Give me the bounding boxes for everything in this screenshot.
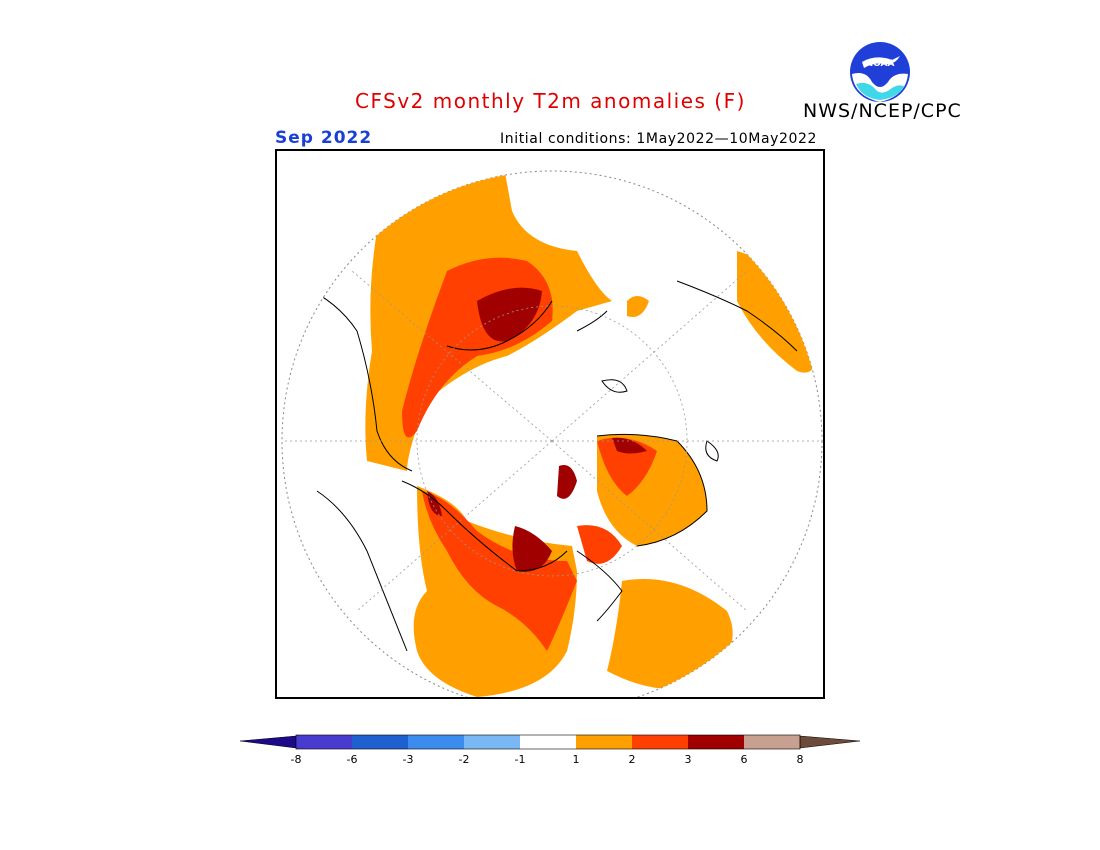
anomaly-1-2 (365, 171, 818, 697)
map-title: CFSv2 monthly T2m anomalies (F) (355, 89, 746, 113)
legend-bin (632, 735, 688, 749)
legend-bin (688, 735, 744, 749)
noaa-logo: NOAA (850, 42, 910, 102)
logo-text: NOAA (866, 59, 895, 69)
legend-bin (352, 735, 408, 749)
legend-tick: -1 (514, 753, 526, 766)
legend-tick: -3 (402, 753, 414, 766)
legend-tick: -8 (290, 753, 302, 766)
legend-tick: -6 (346, 753, 358, 766)
legend-bin (520, 735, 576, 749)
polar-map (275, 149, 825, 699)
legend-bin (408, 735, 464, 749)
graticule (282, 270, 822, 612)
legend-tick: -2 (458, 753, 470, 766)
legend-arrow-high (799, 735, 861, 749)
legend-tick: 2 (628, 753, 636, 766)
anomaly-3-6 (427, 287, 647, 572)
legend-bin (744, 735, 800, 749)
initial-conditions: Initial conditions: 1May2022—10May2022 (500, 131, 818, 147)
legend-tick: 6 (740, 753, 748, 766)
valid-month: Sep 2022 (275, 128, 373, 148)
legend-tick: 8 (796, 753, 804, 766)
legend-tick: 3 (684, 753, 692, 766)
polar-map-svg (281, 170, 823, 697)
legend-tick: 1 (572, 753, 580, 766)
legend-arrow-low (239, 735, 297, 749)
legend-bin (296, 735, 352, 749)
color-legend (239, 734, 861, 750)
map-boundary (281, 170, 823, 697)
coastlines (301, 280, 798, 652)
legend-bin (576, 735, 632, 749)
organization-label: NWS/NCEP/CPC (803, 100, 962, 122)
legend-bin (464, 735, 520, 749)
